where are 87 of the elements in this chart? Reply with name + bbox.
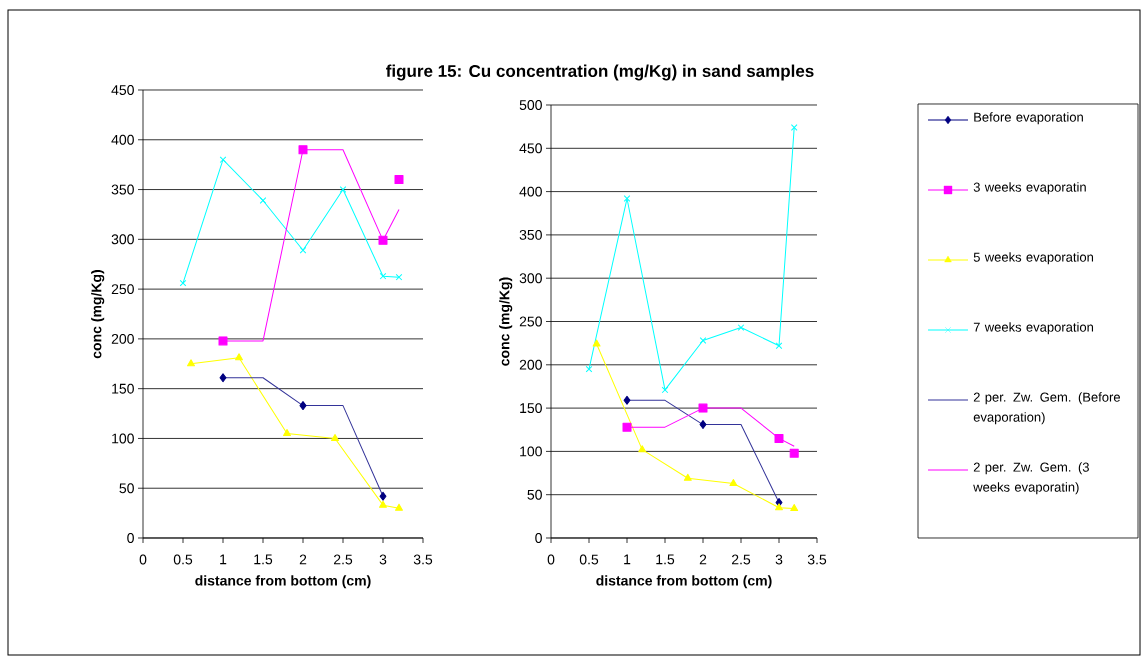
y-tick-label: 300 — [111, 234, 134, 245]
legend-label: 7 weeks evaporation — [973, 322, 1094, 335]
x-tick-label: 3.5 — [807, 554, 827, 565]
point — [737, 324, 745, 331]
y-tick-label: 450 — [519, 143, 542, 154]
y-axis-title: conc (mg/Kg) — [499, 277, 513, 366]
y-tick-label: 500 — [519, 100, 542, 110]
x-axis-title: distance from bottom (cm) — [195, 575, 371, 589]
point — [379, 272, 387, 280]
x-tick-label: 0.5 — [173, 554, 193, 565]
point — [298, 145, 308, 155]
x-tick-label: 1 — [624, 554, 631, 565]
x-tick-label: 3 — [775, 554, 783, 565]
legend-label: 2 per. Zw. Gem. (Before evaporation) — [973, 392, 1120, 425]
point — [623, 195, 631, 202]
x-tick-label: 1.5 — [656, 554, 675, 565]
x-tick-label: 3 — [379, 554, 387, 565]
point — [790, 124, 798, 131]
x-axis-title: distance from bottom (cm) — [596, 575, 772, 589]
point — [379, 500, 387, 508]
y-tick-label: 200 — [111, 333, 134, 344]
y-tick-label: 100 — [520, 446, 542, 457]
y-tick-label: 0 — [127, 533, 134, 543]
point — [394, 175, 404, 185]
point — [623, 395, 631, 405]
legend-label: 5 weeks evaporation — [973, 252, 1094, 265]
point — [775, 503, 783, 511]
point — [774, 433, 784, 443]
point — [790, 504, 799, 512]
x-tick-label: 0 — [547, 554, 555, 565]
point — [622, 422, 632, 432]
y-axis-title: conc (mg/Kg) — [91, 269, 105, 359]
y-tick-label: 250 — [111, 284, 134, 295]
point — [179, 279, 187, 287]
x-tick-label: 0.5 — [579, 554, 599, 565]
y-tick-label: 150 — [112, 383, 134, 394]
point — [789, 448, 799, 458]
x-tick-label: 2 — [299, 554, 307, 565]
y-tick-label: 150 — [520, 403, 542, 414]
point — [585, 365, 593, 373]
y-tick-label: 300 — [519, 273, 542, 284]
point — [395, 273, 403, 281]
point — [699, 337, 707, 344]
point — [331, 433, 339, 441]
x-tick-label: 1.5 — [254, 554, 273, 565]
point — [235, 353, 243, 361]
point — [683, 473, 692, 481]
point — [729, 478, 738, 486]
chart-title: figure 15: Cu concentration (mg/Kg) in sand samples — [386, 64, 814, 81]
point — [259, 197, 267, 204]
point — [187, 359, 195, 367]
y-tick-label: 350 — [519, 229, 542, 240]
x-tick-label: 2.5 — [731, 554, 751, 565]
y-tick-label: 200 — [519, 359, 542, 370]
point — [299, 401, 307, 411]
point — [218, 336, 228, 346]
y-tick-label: 400 — [111, 134, 134, 145]
point — [299, 246, 307, 254]
y-tick-label: 450 — [111, 85, 134, 95]
point — [219, 373, 227, 383]
x-tick-label: 0 — [139, 554, 147, 565]
point — [339, 186, 347, 193]
y-tick-label: 350 — [111, 184, 134, 195]
point — [699, 420, 707, 430]
point — [283, 428, 291, 436]
point — [592, 339, 601, 347]
y-tick-label: 50 — [527, 489, 542, 500]
y-tick-label: 100 — [112, 433, 134, 444]
y-tick-label: 0 — [535, 533, 542, 543]
point — [395, 503, 403, 511]
legend-label: Before evaporation — [974, 112, 1083, 125]
point — [219, 156, 227, 164]
x-tick-label: 3.5 — [413, 554, 433, 565]
point — [698, 403, 708, 413]
y-tick-label: 400 — [519, 186, 542, 197]
legend-label: 3 weeks evaporatin — [973, 182, 1086, 195]
point — [638, 445, 647, 453]
y-tick-label: 50 — [119, 483, 134, 494]
point — [379, 491, 387, 501]
point — [775, 342, 783, 350]
point — [661, 386, 669, 394]
x-tick-label: 2.5 — [333, 554, 353, 565]
legend-label: 2 per. Zw. Gem. (3 weeks evaporatin) — [973, 462, 1089, 495]
x-tick-label: 1 — [220, 554, 227, 565]
point — [378, 235, 388, 245]
x-tick-label: 2 — [699, 554, 707, 565]
y-tick-label: 250 — [519, 316, 542, 327]
